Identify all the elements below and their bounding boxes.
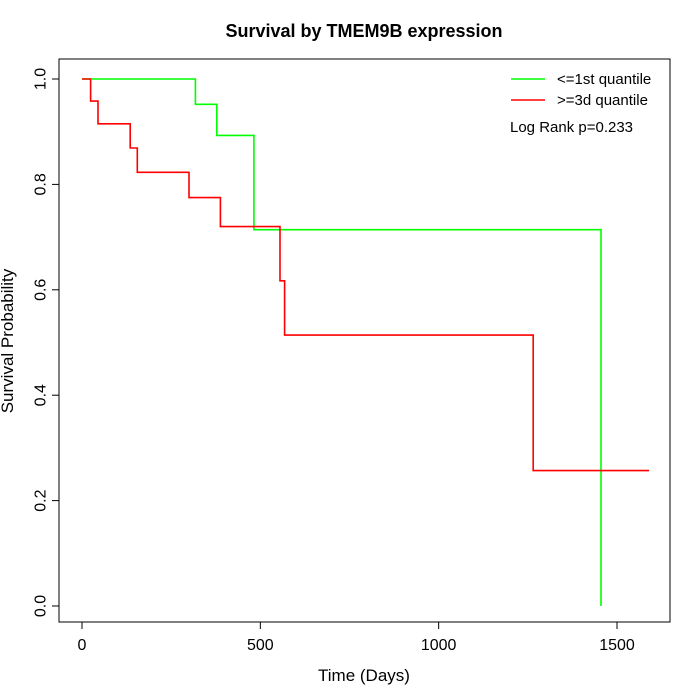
chart-title: Survival by TMEM9B expression bbox=[225, 21, 502, 41]
log-rank-annotation: Log Rank p=0.233 bbox=[510, 119, 633, 136]
plot-frame bbox=[58, 58, 671, 623]
y-axis: 0.0 0.2 0.4 0.6 0.8 1.0 bbox=[33, 68, 60, 617]
x-tick-label: 1000 bbox=[421, 637, 457, 654]
legend: <=1st quantile >=3d quantile bbox=[511, 71, 651, 109]
series-line-low-quantile bbox=[82, 78, 602, 606]
x-tick-label: 500 bbox=[247, 637, 274, 654]
x-axis: 0 500 1000 1500 bbox=[78, 621, 635, 654]
y-tick-label: 1.0 bbox=[33, 68, 50, 90]
y-tick-label: 0.4 bbox=[33, 384, 50, 406]
y-tick-label: 0.6 bbox=[33, 279, 50, 301]
y-tick-label: 0.2 bbox=[33, 489, 50, 511]
y-axis-label: Survival Probability bbox=[0, 268, 17, 413]
y-tick-label: 0.0 bbox=[33, 595, 50, 617]
legend-label-high-quantile: >=3d quantile bbox=[557, 92, 648, 109]
x-tick-label: 1500 bbox=[599, 637, 635, 654]
series-line-high-quantile bbox=[82, 78, 650, 472]
x-tick-label: 0 bbox=[78, 637, 87, 654]
x-axis-label: Time (Days) bbox=[318, 666, 410, 685]
legend-label-low-quantile: <=1st quantile bbox=[557, 71, 651, 88]
series-layer bbox=[82, 78, 650, 606]
y-tick-label: 0.8 bbox=[33, 173, 50, 195]
